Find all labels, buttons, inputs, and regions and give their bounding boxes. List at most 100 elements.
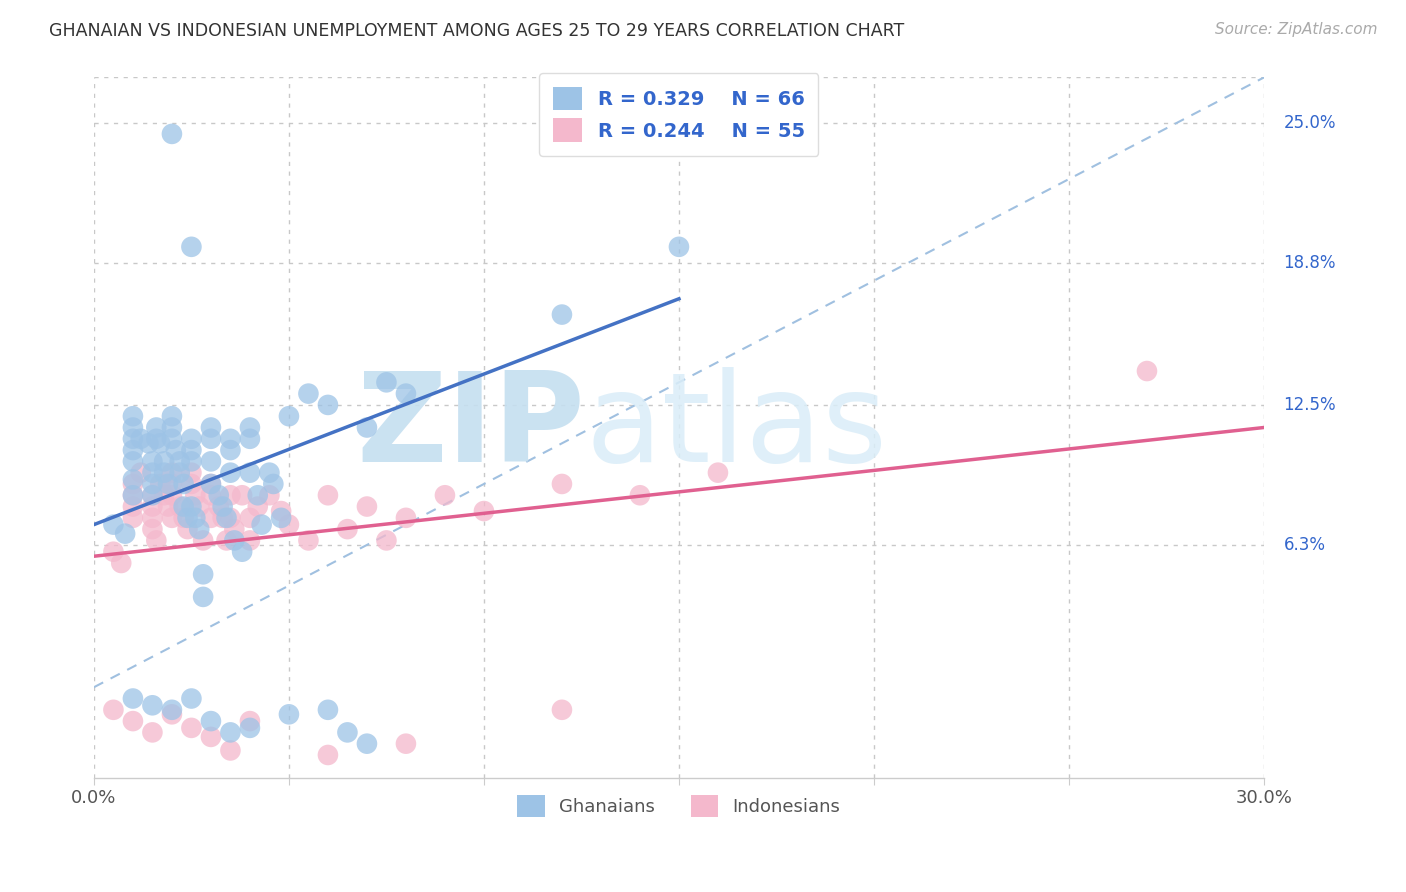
Point [160,466,183,480]
Point [157,500,180,514]
Point [145,420,167,434]
Point [200,420,222,434]
Point [160,488,183,502]
Text: 12.5%: 12.5% [1284,396,1336,414]
Point [103,517,125,532]
Point [153,488,176,502]
Point [165,443,187,458]
Point [129,466,152,480]
Point [173,511,195,525]
Point [356,737,378,751]
Point [160,707,183,722]
Point [208,500,231,514]
Point [200,454,222,468]
Point [219,488,242,502]
Point [707,466,730,480]
Point [200,730,222,744]
Point [433,488,456,502]
Point [551,308,574,322]
Point [180,443,202,458]
Point [211,511,233,525]
Point [395,737,418,751]
Point [200,488,222,502]
Point [336,725,359,739]
Text: 6.3%: 6.3% [1284,536,1326,554]
Point [316,398,339,412]
Point [145,432,167,446]
Point [160,409,183,424]
Point [153,466,176,480]
Point [297,533,319,548]
Point [239,511,262,525]
Point [316,747,339,762]
Point [149,477,172,491]
Point [200,511,222,525]
Point [160,511,183,525]
Point [336,522,359,536]
Point [122,472,145,486]
Point [122,488,145,502]
Text: 18.8%: 18.8% [1284,253,1336,272]
Point [122,488,145,502]
Point [472,504,495,518]
Text: ZIP: ZIP [357,367,585,488]
Point [184,511,207,525]
Point [110,556,132,570]
Point [141,466,163,480]
Point [180,240,202,254]
Point [141,454,163,468]
Point [191,533,214,548]
Point [141,477,163,491]
Point [297,386,319,401]
Point [160,420,183,434]
Point [375,533,398,548]
Point [141,488,163,502]
Point [141,698,163,713]
Point [270,504,292,518]
Point [176,511,198,525]
Point [160,432,183,446]
Point [122,420,145,434]
Point [259,488,281,502]
Point [103,545,125,559]
Point [278,707,301,722]
Point [149,436,172,450]
Point [239,466,262,480]
Point [208,488,231,502]
Point [122,409,145,424]
Point [122,477,145,491]
Point [141,488,163,502]
Point [219,466,242,480]
Point [375,376,398,390]
Point [224,522,246,536]
Point [219,511,242,525]
Point [129,432,152,446]
Point [200,714,222,728]
Point [200,477,222,491]
Point [138,436,160,450]
Point [191,567,214,582]
Point [239,714,262,728]
Point [246,500,269,514]
Text: 25.0%: 25.0% [1284,113,1336,132]
Point [114,526,136,541]
Point [250,517,273,532]
Point [122,443,145,458]
Point [157,477,180,491]
Point [160,703,183,717]
Text: Source: ZipAtlas.com: Source: ZipAtlas.com [1215,22,1378,37]
Point [262,477,284,491]
Point [231,488,253,502]
Point [628,488,651,502]
Point [122,454,145,468]
Point [239,721,262,735]
Point [141,500,163,514]
Point [316,703,339,717]
Point [173,477,195,491]
Point [176,522,198,536]
Point [122,691,145,706]
Text: atlas: atlas [585,367,887,488]
Point [356,500,378,514]
Point [141,511,163,525]
Point [141,725,163,739]
